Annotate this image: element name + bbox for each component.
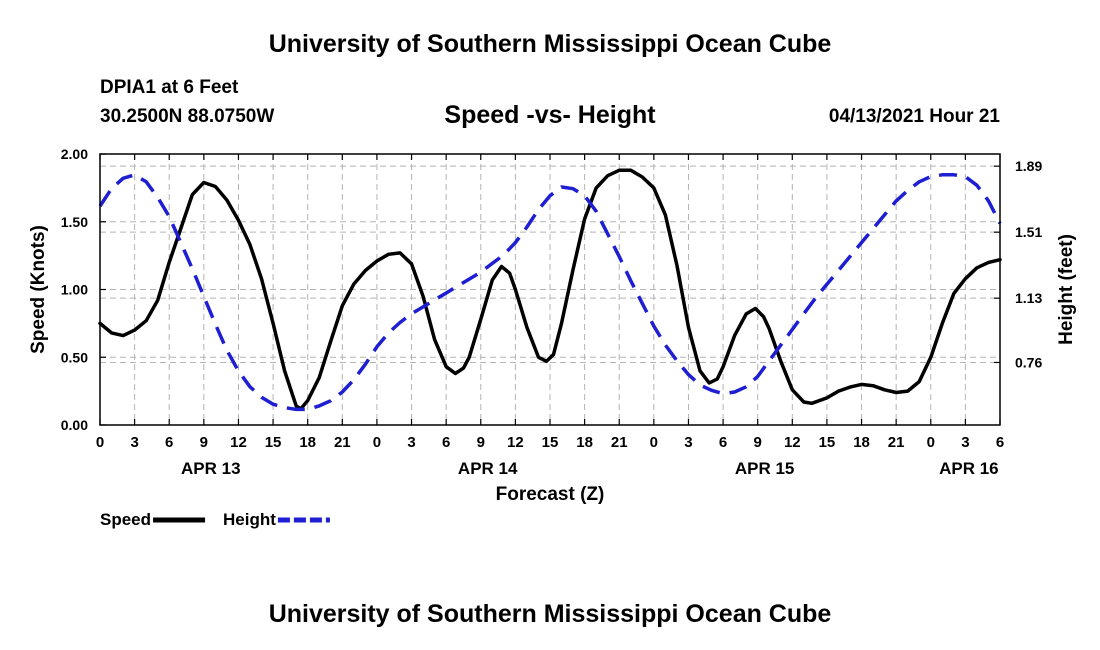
x-tick-label: 18 [299,434,316,451]
x-tick-label: 15 [542,434,559,451]
x-tick-label: 0 [373,434,381,451]
x-axis-label: Forecast (Z) [496,484,605,505]
x-tick-label: 3 [961,434,969,451]
x-tick-label: 9 [200,434,208,451]
station-label: DPIA1 at 6 Feet [100,77,239,98]
x-tick-label: 6 [165,434,173,451]
x-tick-label: 12 [507,434,524,451]
x-tick-label: 9 [477,434,485,451]
x-tick-label: 9 [754,434,762,451]
x-tick-label: 6 [719,434,727,451]
coordinates-label: 30.2500N 88.0750W [100,106,275,127]
x-tick-label: 21 [888,434,905,451]
x-tick-label: 21 [334,434,351,451]
x-tick-label: 21 [611,434,628,451]
x-tick-label: 18 [576,434,593,451]
series-line-height [98,173,1002,412]
grid [100,154,1000,425]
x-tick-label: 6 [996,434,1004,451]
date-label: APR 16 [939,459,999,478]
x-tick-label: 3 [130,434,138,451]
x-tick-label: 0 [96,434,104,451]
x-tick-label: 15 [265,434,282,451]
chart-subtitle: Speed -vs- Height [444,101,656,129]
y-tick-label: 0.50 [61,349,88,365]
series-line-speed [98,168,1002,411]
y-tick-label: 1.50 [61,214,88,230]
y-axis-label-left: Speed (Knots) [28,225,49,354]
date-label: APR 15 [735,459,795,478]
y-axis-label-right: Height (feet) [1056,234,1077,345]
y2-tick-label: 1.13 [1015,290,1042,306]
y-tick-label: 1.00 [61,282,88,298]
x-tick-label: 18 [853,434,870,451]
y2-tick-label: 1.51 [1015,224,1042,240]
x-tick-label: 6 [442,434,450,451]
legend: Speed Height [100,510,330,529]
axes: 0 3 6 9 12 15 18 21 0 3 6 9 12 15 18 21 0 3 6 9 12 15 18 21 0 3 6 0… [61,146,1043,478]
date-label: APR 14 [458,459,518,478]
x-tick-label: 3 [684,434,692,451]
legend-label-height: Height [223,510,276,529]
y-tick-label: 2.00 [61,146,88,162]
footer-title: University of Southern Mississippi Ocean… [268,600,832,628]
y2-tick-label: 0.76 [1015,354,1042,370]
x-tick-label: 0 [927,434,935,451]
legend-label-speed: Speed [100,510,151,529]
y-tick-label: 0.00 [61,417,88,433]
x-tick-label: 12 [230,434,247,451]
forecast-datetime: 04/13/2021 Hour 21 [828,106,1000,127]
main-title: University of Southern Mississippi Ocean… [268,30,832,58]
series-group [98,168,1002,412]
x-tick-label: 3 [407,434,415,451]
x-tick-label: 15 [819,434,836,451]
x-tick-label: 12 [784,434,801,451]
date-label: APR 13 [181,459,241,478]
x-tick-label: 0 [650,434,658,451]
y2-tick-label: 1.89 [1015,158,1042,174]
